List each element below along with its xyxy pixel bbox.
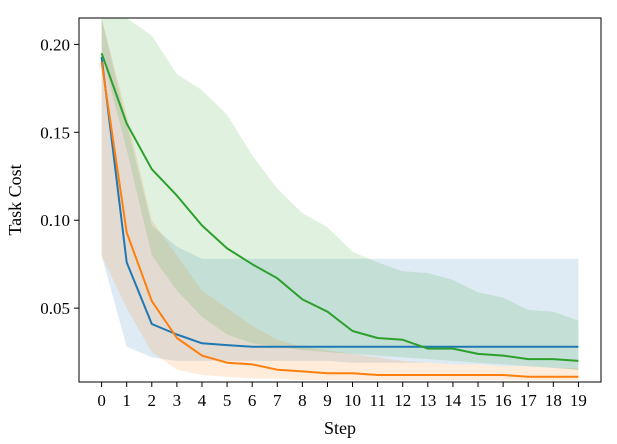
series-0-line bbox=[100, 56, 579, 348]
y-tick-label: 0.10 bbox=[40, 211, 70, 230]
x-tick-label: 10 bbox=[344, 391, 361, 410]
x-tick-label: 17 bbox=[520, 391, 538, 410]
y-axis-label: Task Cost bbox=[5, 164, 25, 235]
x-tick-label: 5 bbox=[223, 391, 232, 410]
x-tick-label: 18 bbox=[545, 391, 562, 410]
x-axis-label: Step bbox=[324, 418, 356, 438]
series-0-band bbox=[101, 18, 579, 370]
x-tick-label: 3 bbox=[173, 391, 182, 410]
y-tick-label: 0.20 bbox=[40, 35, 70, 54]
x-tick-label: 0 bbox=[97, 391, 106, 410]
x-tick-label: 6 bbox=[248, 391, 257, 410]
x-tick-label: 7 bbox=[273, 391, 282, 410]
x-tick-label: 11 bbox=[369, 391, 385, 410]
x-axis-ticks: 0 1 2 3 4 5 6 7 8 9 10 11 12 13 14 15 16 17 18 19 bbox=[97, 382, 587, 410]
x-tick-label: 19 bbox=[570, 391, 587, 410]
plot-frame bbox=[78, 17, 602, 383]
series-2-band bbox=[101, 18, 579, 370]
y-tick-label: 0.05 bbox=[40, 299, 70, 318]
y-axis-ticks: 0.05 0.10 0.15 0.20 bbox=[40, 35, 79, 318]
series-2-line bbox=[100, 52, 579, 362]
x-tick-label: 15 bbox=[470, 391, 487, 410]
x-tick-label: 1 bbox=[122, 391, 131, 410]
x-tick-label: 16 bbox=[495, 391, 512, 410]
x-tick-label: 4 bbox=[198, 391, 207, 410]
series-lines bbox=[100, 52, 579, 378]
x-tick-label: 2 bbox=[148, 391, 157, 410]
series-1-line bbox=[100, 61, 579, 378]
x-tick-label: 13 bbox=[419, 391, 436, 410]
y-tick-label: 0.15 bbox=[40, 123, 70, 142]
x-tick-label: 12 bbox=[394, 391, 411, 410]
x-tick-label: 14 bbox=[444, 391, 462, 410]
x-tick-label: 8 bbox=[298, 391, 307, 410]
series-1-band bbox=[101, 18, 579, 381]
x-tick-label: 9 bbox=[323, 391, 332, 410]
confidence-bands bbox=[101, 18, 579, 381]
